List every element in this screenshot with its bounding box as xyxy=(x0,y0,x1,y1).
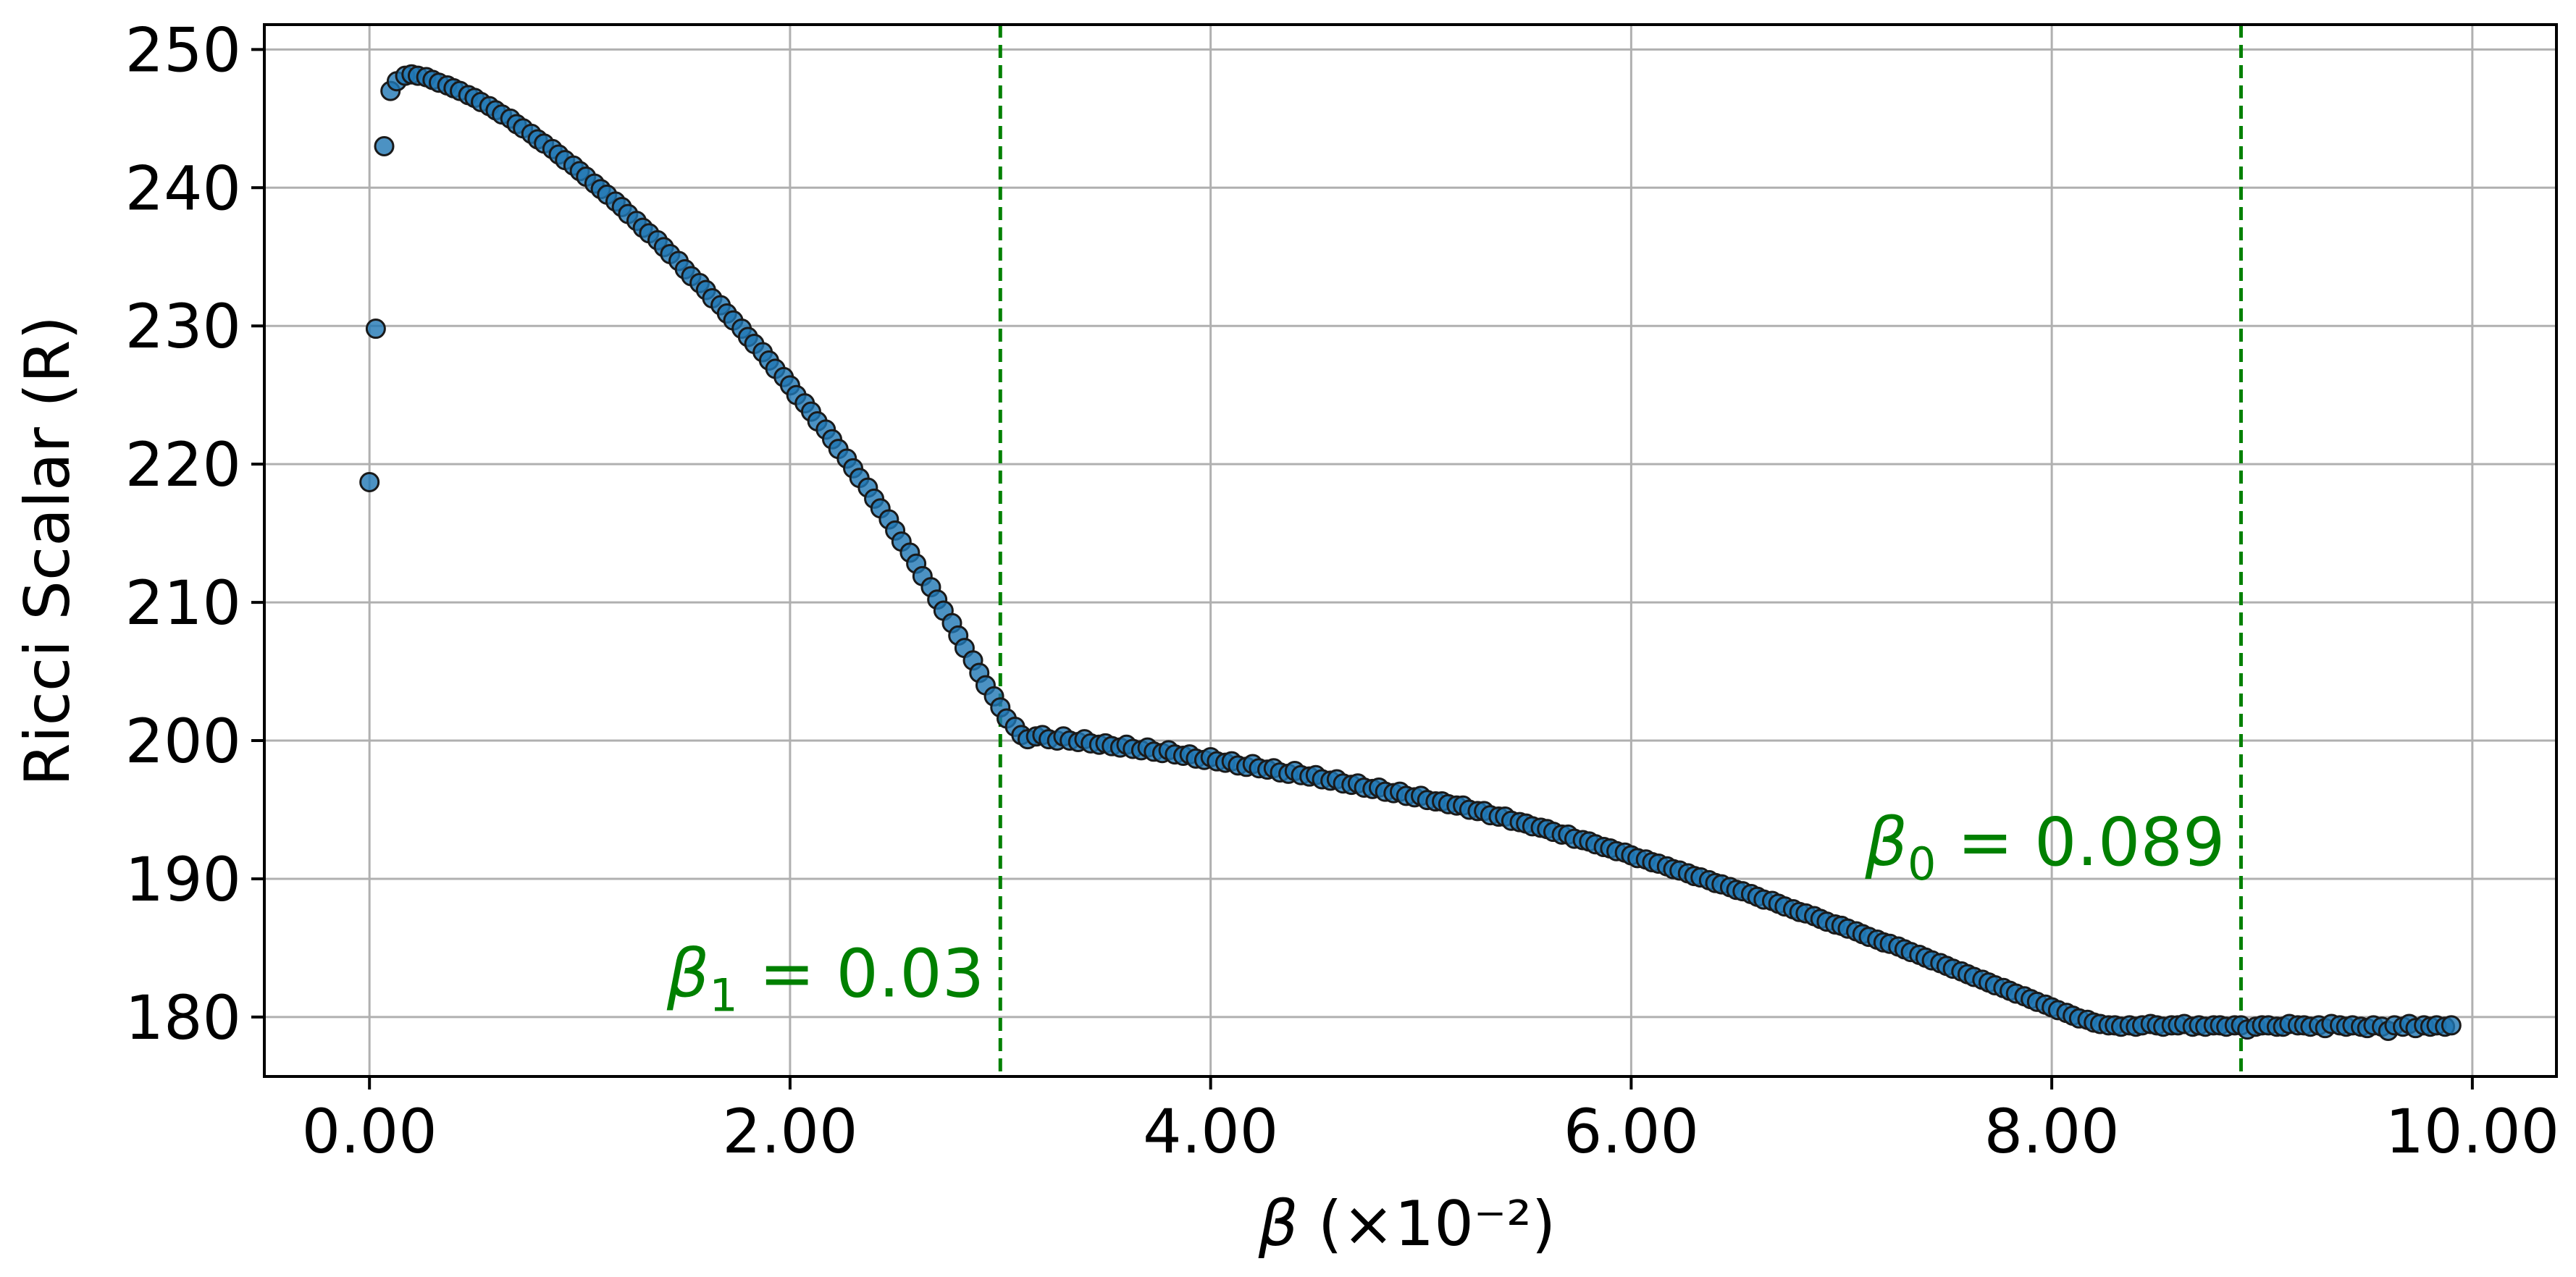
y-tick-label: 180 xyxy=(125,982,241,1053)
threshold-lines xyxy=(998,25,2243,1076)
data-point xyxy=(359,471,380,492)
x-tick-label: 8.00 xyxy=(1984,1096,2120,1167)
x-tick-label: 10.00 xyxy=(2386,1096,2559,1167)
threshold-label-symbol: β xyxy=(666,935,710,1012)
x-axis-label-symbol: β xyxy=(1258,1188,1299,1260)
x-axis-label: β (×10⁻²) xyxy=(1258,1188,1556,1260)
threshold-label: β0 = 0.089 xyxy=(1864,804,2225,890)
data-point xyxy=(374,136,395,157)
threshold-label-value: = 0.03 xyxy=(738,935,984,1012)
x-tick-label: 4.00 xyxy=(1143,1096,1278,1167)
y-axis-label: Ricci Scalar (R) xyxy=(12,316,84,786)
plot-frame xyxy=(263,23,2558,1078)
y-tick-label: 220 xyxy=(125,429,241,500)
grid-lines xyxy=(264,25,2556,1076)
y-tick-label: 240 xyxy=(125,153,241,224)
threshold-label-value: = 0.089 xyxy=(1936,804,2225,881)
axis-ticks: 0.00 2.00 4.00 6.00 8.00 10.00 180 190 200 210 220… xyxy=(125,14,2559,1167)
y-tick-label: 250 xyxy=(125,14,241,85)
y-tick-label: 210 xyxy=(125,568,241,638)
threshold-label-subscript: 1 xyxy=(709,969,737,1021)
x-tick-label: 2.00 xyxy=(722,1096,857,1167)
data-points xyxy=(359,64,2462,1041)
data-point xyxy=(365,319,386,340)
y-tick-label: 230 xyxy=(125,291,241,362)
y-tick-label: 200 xyxy=(125,706,241,777)
threshold-label-subscript: 0 xyxy=(1908,838,1936,890)
x-tick-label: 6.00 xyxy=(1564,1096,1699,1167)
threshold-label-symbol: β xyxy=(1864,804,1908,881)
data-point xyxy=(2441,1015,2462,1036)
x-axis-label-units: (×10⁻²) xyxy=(1299,1188,1556,1260)
threshold-label: β1 = 0.03 xyxy=(666,935,985,1021)
x-tick-label: 0.00 xyxy=(302,1096,437,1167)
y-tick-label: 190 xyxy=(125,844,241,915)
